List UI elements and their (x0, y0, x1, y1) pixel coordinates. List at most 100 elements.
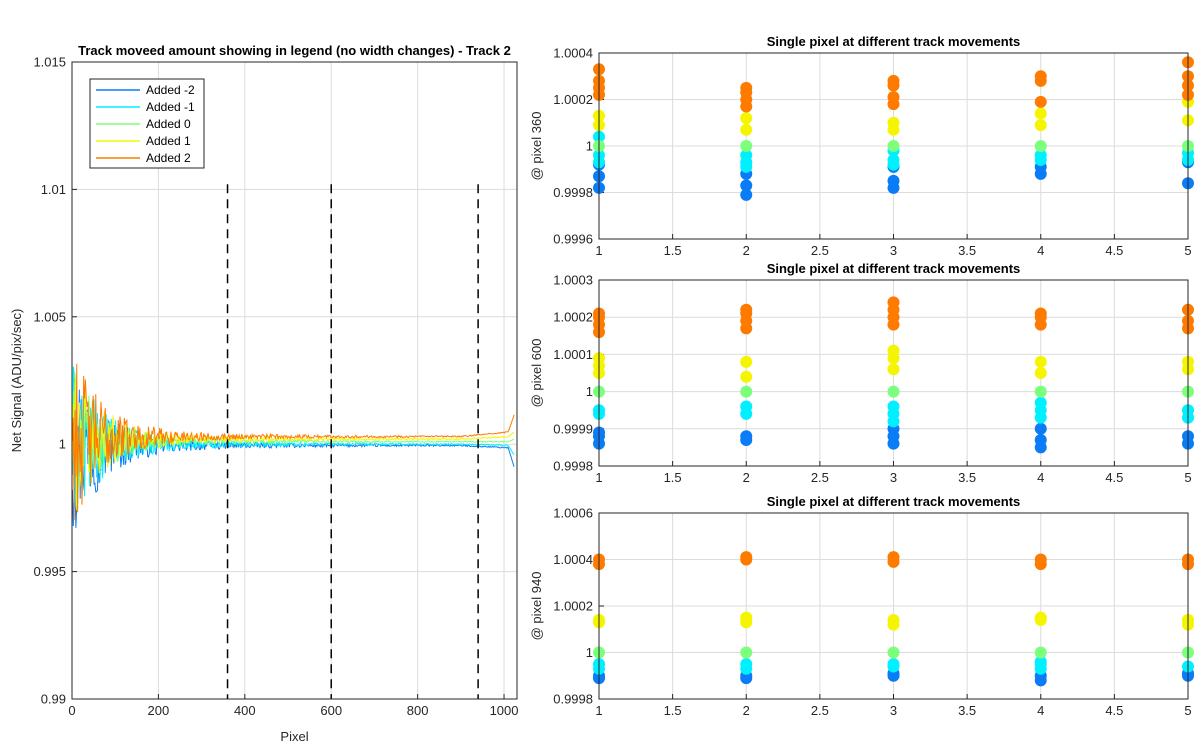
legend-entry: Added -1 (146, 100, 195, 114)
y-tick-label: 0.9998 (553, 692, 593, 707)
y-tick-label: 1 (586, 645, 593, 660)
data-point (887, 296, 900, 309)
data-point (887, 344, 900, 357)
axes-box (598, 52, 1189, 240)
y-tick-label: 0.9998 (553, 185, 593, 200)
axes-box (598, 279, 1189, 467)
x-tick-label: 400 (234, 703, 256, 718)
scatter-points (593, 296, 1194, 454)
chart-title: Single pixel at different track movement… (767, 494, 1021, 509)
x-tick-label: 5 (1184, 703, 1191, 718)
data-point (1034, 553, 1047, 566)
x-tick-label: 4 (1037, 470, 1044, 485)
axes-1: 1 1.5 2 2.5 3 3.5 4 4.5 5 0.9996 0.9998 1 1.0002 1.00… (529, 34, 1194, 258)
data-point (740, 400, 753, 413)
scatter-points (593, 551, 1194, 687)
x-tick-label: 1 (595, 243, 602, 258)
x-tick-label: 4.5 (1105, 243, 1123, 258)
y-tick-label: 1.0004 (553, 46, 593, 61)
legend: Added -2 Added -1 Added 0 Added 1 Added 2 (89, 78, 205, 169)
data-point (740, 100, 753, 113)
x-tick-label: 1 (595, 703, 602, 718)
data-point (887, 140, 900, 152)
chart-title: Track moveed amount showing in legend (n… (78, 43, 511, 58)
legend-entry: Added 1 (146, 134, 191, 148)
y-axis-label: @ pixel 940 (529, 572, 544, 641)
legend-entry: Added 2 (146, 151, 191, 165)
axes-box (71, 61, 518, 700)
data-point (1034, 119, 1047, 132)
data-point (887, 79, 900, 92)
data-point (1034, 367, 1047, 379)
data-point (887, 98, 900, 111)
data-point (887, 658, 900, 671)
x-tick-label: 5 (1184, 470, 1191, 485)
data-point (1034, 611, 1047, 624)
data-point (887, 123, 900, 136)
data-point (740, 430, 753, 443)
x-tick-label: 4.5 (1105, 703, 1123, 718)
x-tick-label: 2.5 (811, 470, 829, 485)
y-tick-label: 1.015 (33, 55, 66, 70)
data-point (887, 551, 900, 564)
data-point (887, 158, 900, 171)
y-tick-label: 1.01 (41, 182, 66, 197)
x-tick-label: 2.5 (811, 243, 829, 258)
y-tick-label: 1.0002 (553, 310, 593, 325)
axes-0: 0 200 400 600 800 1000 0.99 0.995 1 1.005 1.01 1.01… (9, 43, 518, 744)
data-point (887, 613, 900, 626)
data-point (740, 140, 753, 152)
y-axis-label: @ pixel 360 (529, 112, 544, 181)
legend-box (89, 78, 205, 169)
x-tick-label: 4.5 (1105, 470, 1123, 485)
data-point (1034, 385, 1047, 398)
x-tick-label: 3 (890, 243, 897, 258)
data-point (740, 179, 753, 192)
x-tick-label: 3.5 (958, 470, 976, 485)
data-point (1034, 153, 1047, 166)
data-point (1034, 396, 1047, 409)
y-tick-label: 1 (586, 139, 593, 154)
data-point (1034, 307, 1047, 320)
data-point (1034, 95, 1047, 108)
data-point (740, 355, 753, 368)
chart-title: Single pixel at different track movement… (767, 261, 1021, 276)
data-point (740, 112, 753, 125)
data-point (1034, 140, 1047, 152)
x-tick-label: 1000 (490, 703, 519, 718)
x-tick-label: 2 (743, 703, 750, 718)
x-axis-label: Pixel (280, 729, 308, 744)
data-point (740, 123, 753, 136)
x-tick-label: 600 (320, 703, 342, 718)
x-tick-label: 1 (595, 470, 602, 485)
x-tick-label: 2.5 (811, 703, 829, 718)
series-lines (72, 363, 515, 528)
chart-title: Single pixel at different track movement… (767, 34, 1021, 49)
data-point (1034, 655, 1047, 668)
y-tick-label: 0.995 (33, 564, 66, 579)
x-tick-label: 5 (1184, 243, 1191, 258)
x-tick-label: 3 (890, 470, 897, 485)
x-tick-label: 3.5 (958, 243, 976, 258)
axes-box (598, 512, 1189, 700)
y-tick-label: 1.0001 (553, 347, 593, 362)
y-tick-label: 1.0002 (553, 599, 593, 614)
y-tick-label: 1.005 (33, 309, 66, 324)
legend-entry: Added -2 (146, 83, 195, 97)
data-point (1034, 433, 1047, 446)
data-point (1034, 74, 1047, 87)
y-axis-label: Net Signal (ADU/pix/sec) (9, 309, 24, 453)
x-tick-label: 1.5 (664, 703, 682, 718)
series-line-added--1 (72, 366, 515, 508)
legend-entry: Added 0 (146, 117, 191, 131)
data-point (887, 363, 900, 376)
x-tick-label: 4 (1037, 243, 1044, 258)
x-tick-label: 2 (743, 243, 750, 258)
series-line-added-2 (72, 363, 515, 520)
data-point (740, 551, 753, 564)
y-tick-label: 1 (59, 437, 66, 452)
y-tick-label: 1.0002 (553, 92, 593, 107)
x-tick-label: 200 (148, 703, 170, 718)
x-tick-label: 0 (68, 703, 75, 718)
x-tick-label: 1.5 (664, 470, 682, 485)
